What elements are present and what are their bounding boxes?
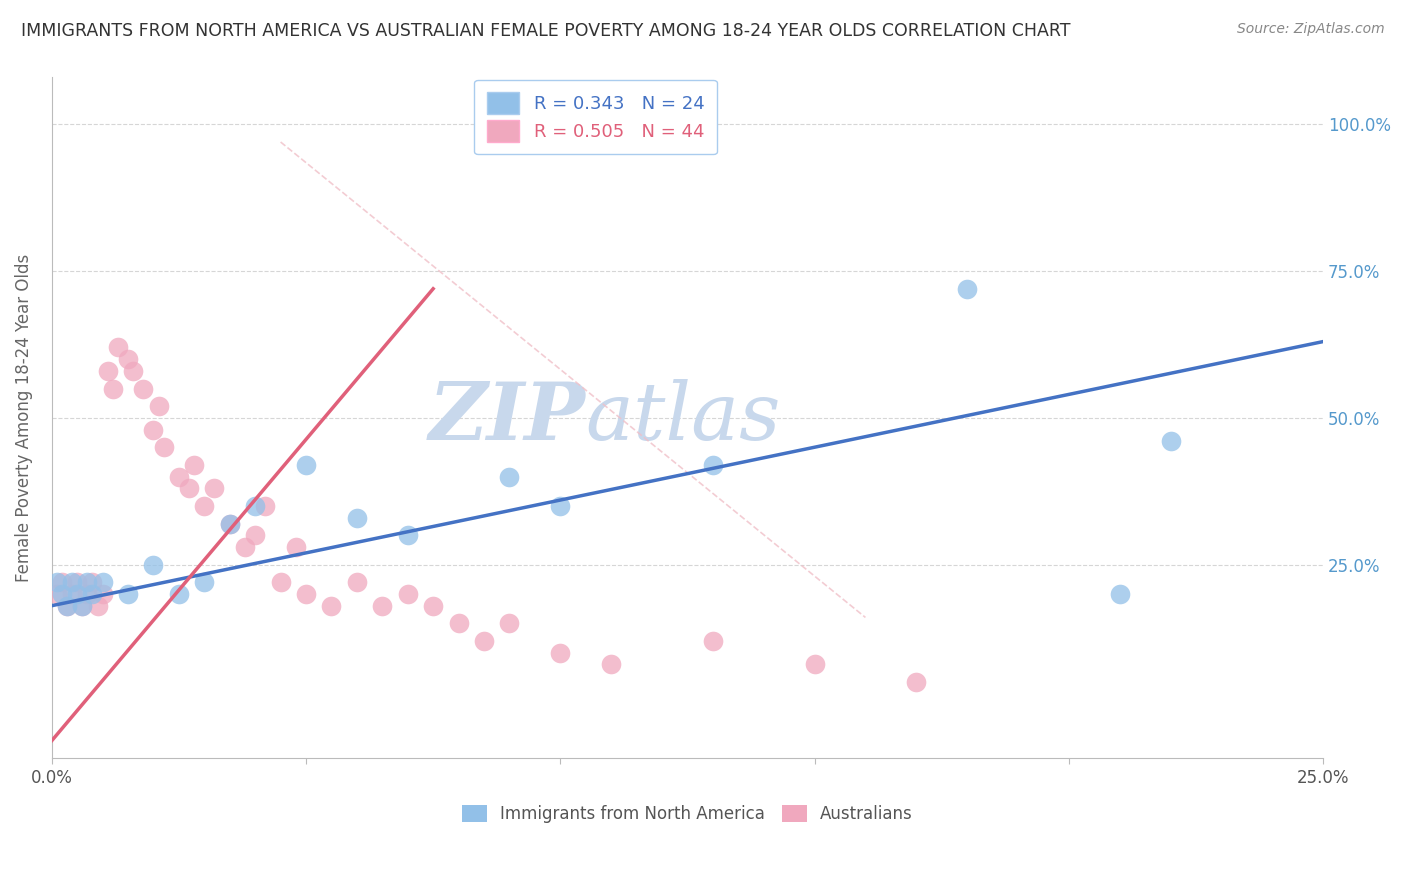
Point <box>233 540 256 554</box>
Point <box>76 587 98 601</box>
Point <box>56 599 79 613</box>
Point <box>295 458 318 472</box>
Point <box>346 510 368 524</box>
Point <box>270 575 292 590</box>
Point <box>396 587 419 601</box>
Point <box>956 282 979 296</box>
Point <box>152 440 174 454</box>
Point <box>117 587 139 601</box>
Point <box>702 634 724 648</box>
Point <box>243 528 266 542</box>
Text: atlas: atlas <box>586 379 782 457</box>
Point <box>218 516 240 531</box>
Point <box>107 341 129 355</box>
Point <box>321 599 343 613</box>
Point <box>167 587 190 601</box>
Point <box>148 399 170 413</box>
Point <box>66 587 89 601</box>
Point <box>1160 434 1182 449</box>
Point <box>284 540 307 554</box>
Point <box>472 634 495 648</box>
Point <box>76 575 98 590</box>
Point <box>702 458 724 472</box>
Point <box>243 499 266 513</box>
Point <box>82 575 104 590</box>
Point <box>56 599 79 613</box>
Point <box>132 382 155 396</box>
Point <box>72 599 94 613</box>
Point <box>142 423 165 437</box>
Point <box>498 469 520 483</box>
Point <box>218 516 240 531</box>
Y-axis label: Female Poverty Among 18-24 Year Olds: Female Poverty Among 18-24 Year Olds <box>15 253 32 582</box>
Point <box>193 499 215 513</box>
Point <box>122 364 145 378</box>
Point <box>51 575 73 590</box>
Point <box>142 558 165 572</box>
Point <box>422 599 444 613</box>
Point <box>82 587 104 601</box>
Point <box>177 481 200 495</box>
Point <box>72 599 94 613</box>
Point <box>498 616 520 631</box>
Point <box>1108 587 1130 601</box>
Point <box>51 587 73 601</box>
Legend: Immigrants from North America, Australians: Immigrants from North America, Australia… <box>454 797 921 831</box>
Point <box>60 587 83 601</box>
Text: ZIP: ZIP <box>429 379 586 457</box>
Point <box>97 364 120 378</box>
Point <box>66 575 89 590</box>
Point <box>60 575 83 590</box>
Point <box>91 587 114 601</box>
Point <box>91 575 114 590</box>
Point <box>117 352 139 367</box>
Point <box>803 657 825 672</box>
Point <box>550 646 572 660</box>
Point <box>905 675 928 690</box>
Point <box>447 616 470 631</box>
Point <box>204 481 226 495</box>
Point <box>183 458 205 472</box>
Text: Source: ZipAtlas.com: Source: ZipAtlas.com <box>1237 22 1385 37</box>
Point <box>45 575 67 590</box>
Text: IMMIGRANTS FROM NORTH AMERICA VS AUSTRALIAN FEMALE POVERTY AMONG 18-24 YEAR OLDS: IMMIGRANTS FROM NORTH AMERICA VS AUSTRAL… <box>21 22 1070 40</box>
Point <box>254 499 277 513</box>
Point <box>346 575 368 590</box>
Point <box>371 599 394 613</box>
Point <box>295 587 318 601</box>
Point <box>86 599 108 613</box>
Point <box>167 469 190 483</box>
Point <box>45 587 67 601</box>
Point <box>600 657 623 672</box>
Point <box>101 382 124 396</box>
Point <box>550 499 572 513</box>
Point <box>193 575 215 590</box>
Point <box>396 528 419 542</box>
